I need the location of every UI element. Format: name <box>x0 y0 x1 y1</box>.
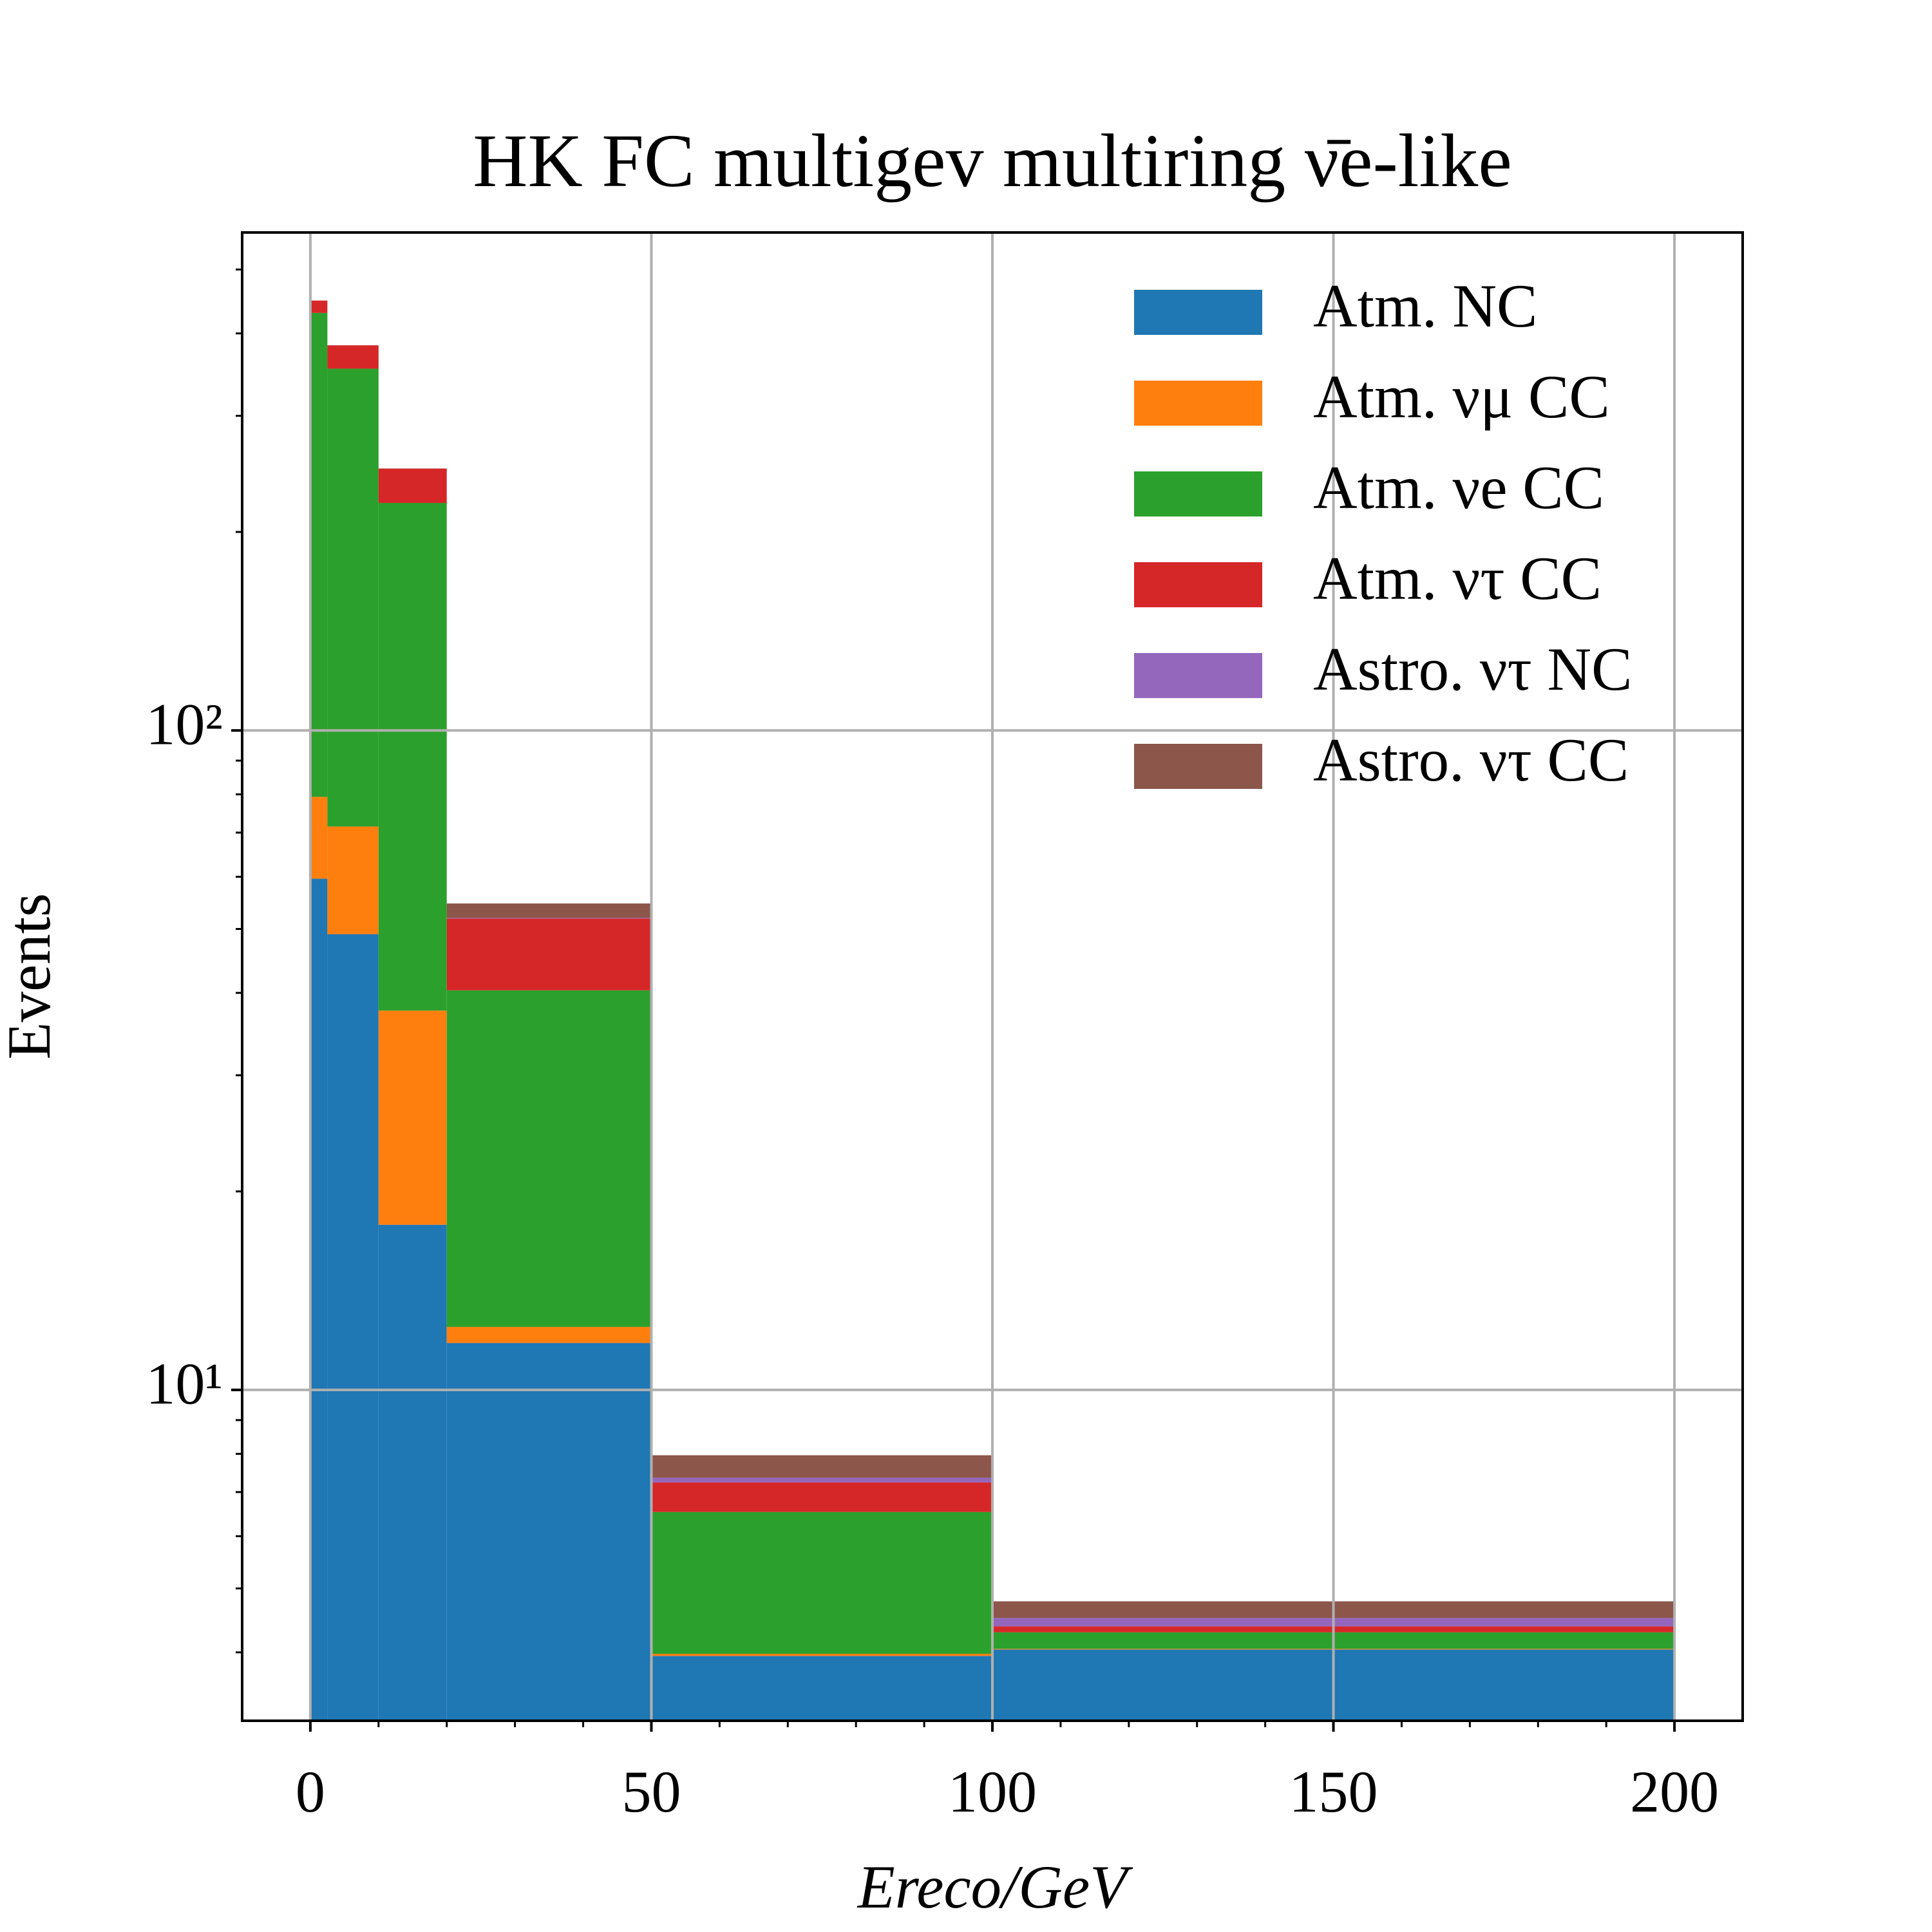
x-axis-label: Ereco/GeV <box>857 1853 1133 1921</box>
bar-segment <box>651 1455 992 1478</box>
bar-segment <box>378 502 447 1011</box>
bar-segment <box>651 1511 992 1654</box>
bar-segment <box>378 468 447 503</box>
bar-segment <box>651 1653 992 1656</box>
bar-segment <box>327 345 379 369</box>
bar-segment <box>446 1327 652 1343</box>
legend-swatch <box>1134 744 1262 789</box>
bar-segment <box>651 1482 992 1512</box>
legend-swatch <box>1134 290 1262 335</box>
bar-segment <box>310 300 328 313</box>
bar-segment <box>651 1477 992 1482</box>
legend-swatch <box>1134 381 1262 426</box>
legend-swatch <box>1134 562 1262 607</box>
y-axis-label: Events <box>0 893 63 1060</box>
legend-label: Atm. νe CC <box>1313 453 1604 522</box>
bar-segment <box>651 1656 992 1721</box>
legend-label: Atm. NC <box>1313 272 1537 340</box>
bar-segment <box>446 903 652 918</box>
x-tick-label: 200 <box>1630 1759 1719 1824</box>
legend-swatch <box>1134 471 1262 516</box>
x-tick-label: 100 <box>948 1759 1037 1824</box>
bar-segment <box>446 1343 652 1721</box>
legend-label: Astro. ντ NC <box>1313 635 1632 703</box>
bar-segment <box>310 312 328 797</box>
x-tick-label: 150 <box>1289 1759 1378 1824</box>
legend: Atm. NC Atm. νμ CC Atm. νe CC Atm. ντ CC Ast… <box>1134 272 1632 794</box>
bar-segment <box>378 1010 447 1225</box>
bar-segment <box>327 826 379 934</box>
bar-segment <box>327 368 379 827</box>
bar-segment <box>378 1224 447 1721</box>
x-tick-label: 50 <box>621 1759 681 1824</box>
legend-label: Astro. ντ CC <box>1313 726 1629 794</box>
x-tick-label: 0 <box>296 1759 325 1824</box>
legend-label: Atm. νμ CC <box>1313 363 1610 431</box>
y-tick-label: 10² <box>146 691 223 757</box>
grid <box>242 232 1743 1721</box>
bar-segment <box>446 990 652 1327</box>
y-tick-label: 10¹ <box>146 1350 223 1416</box>
bar-segment <box>310 878 328 1721</box>
bar-segment <box>327 934 379 1721</box>
axes: 0 50 100 150 200 10¹ 10² <box>146 231 1744 1824</box>
legend-swatch <box>1134 653 1262 698</box>
legend-label: Atm. ντ CC <box>1313 544 1602 612</box>
bar-segment <box>310 797 328 879</box>
plot-frame <box>241 231 1744 1722</box>
bar-segment <box>446 918 652 990</box>
chart-title: HK FC multigev multiring ν̄e-like <box>473 118 1511 203</box>
